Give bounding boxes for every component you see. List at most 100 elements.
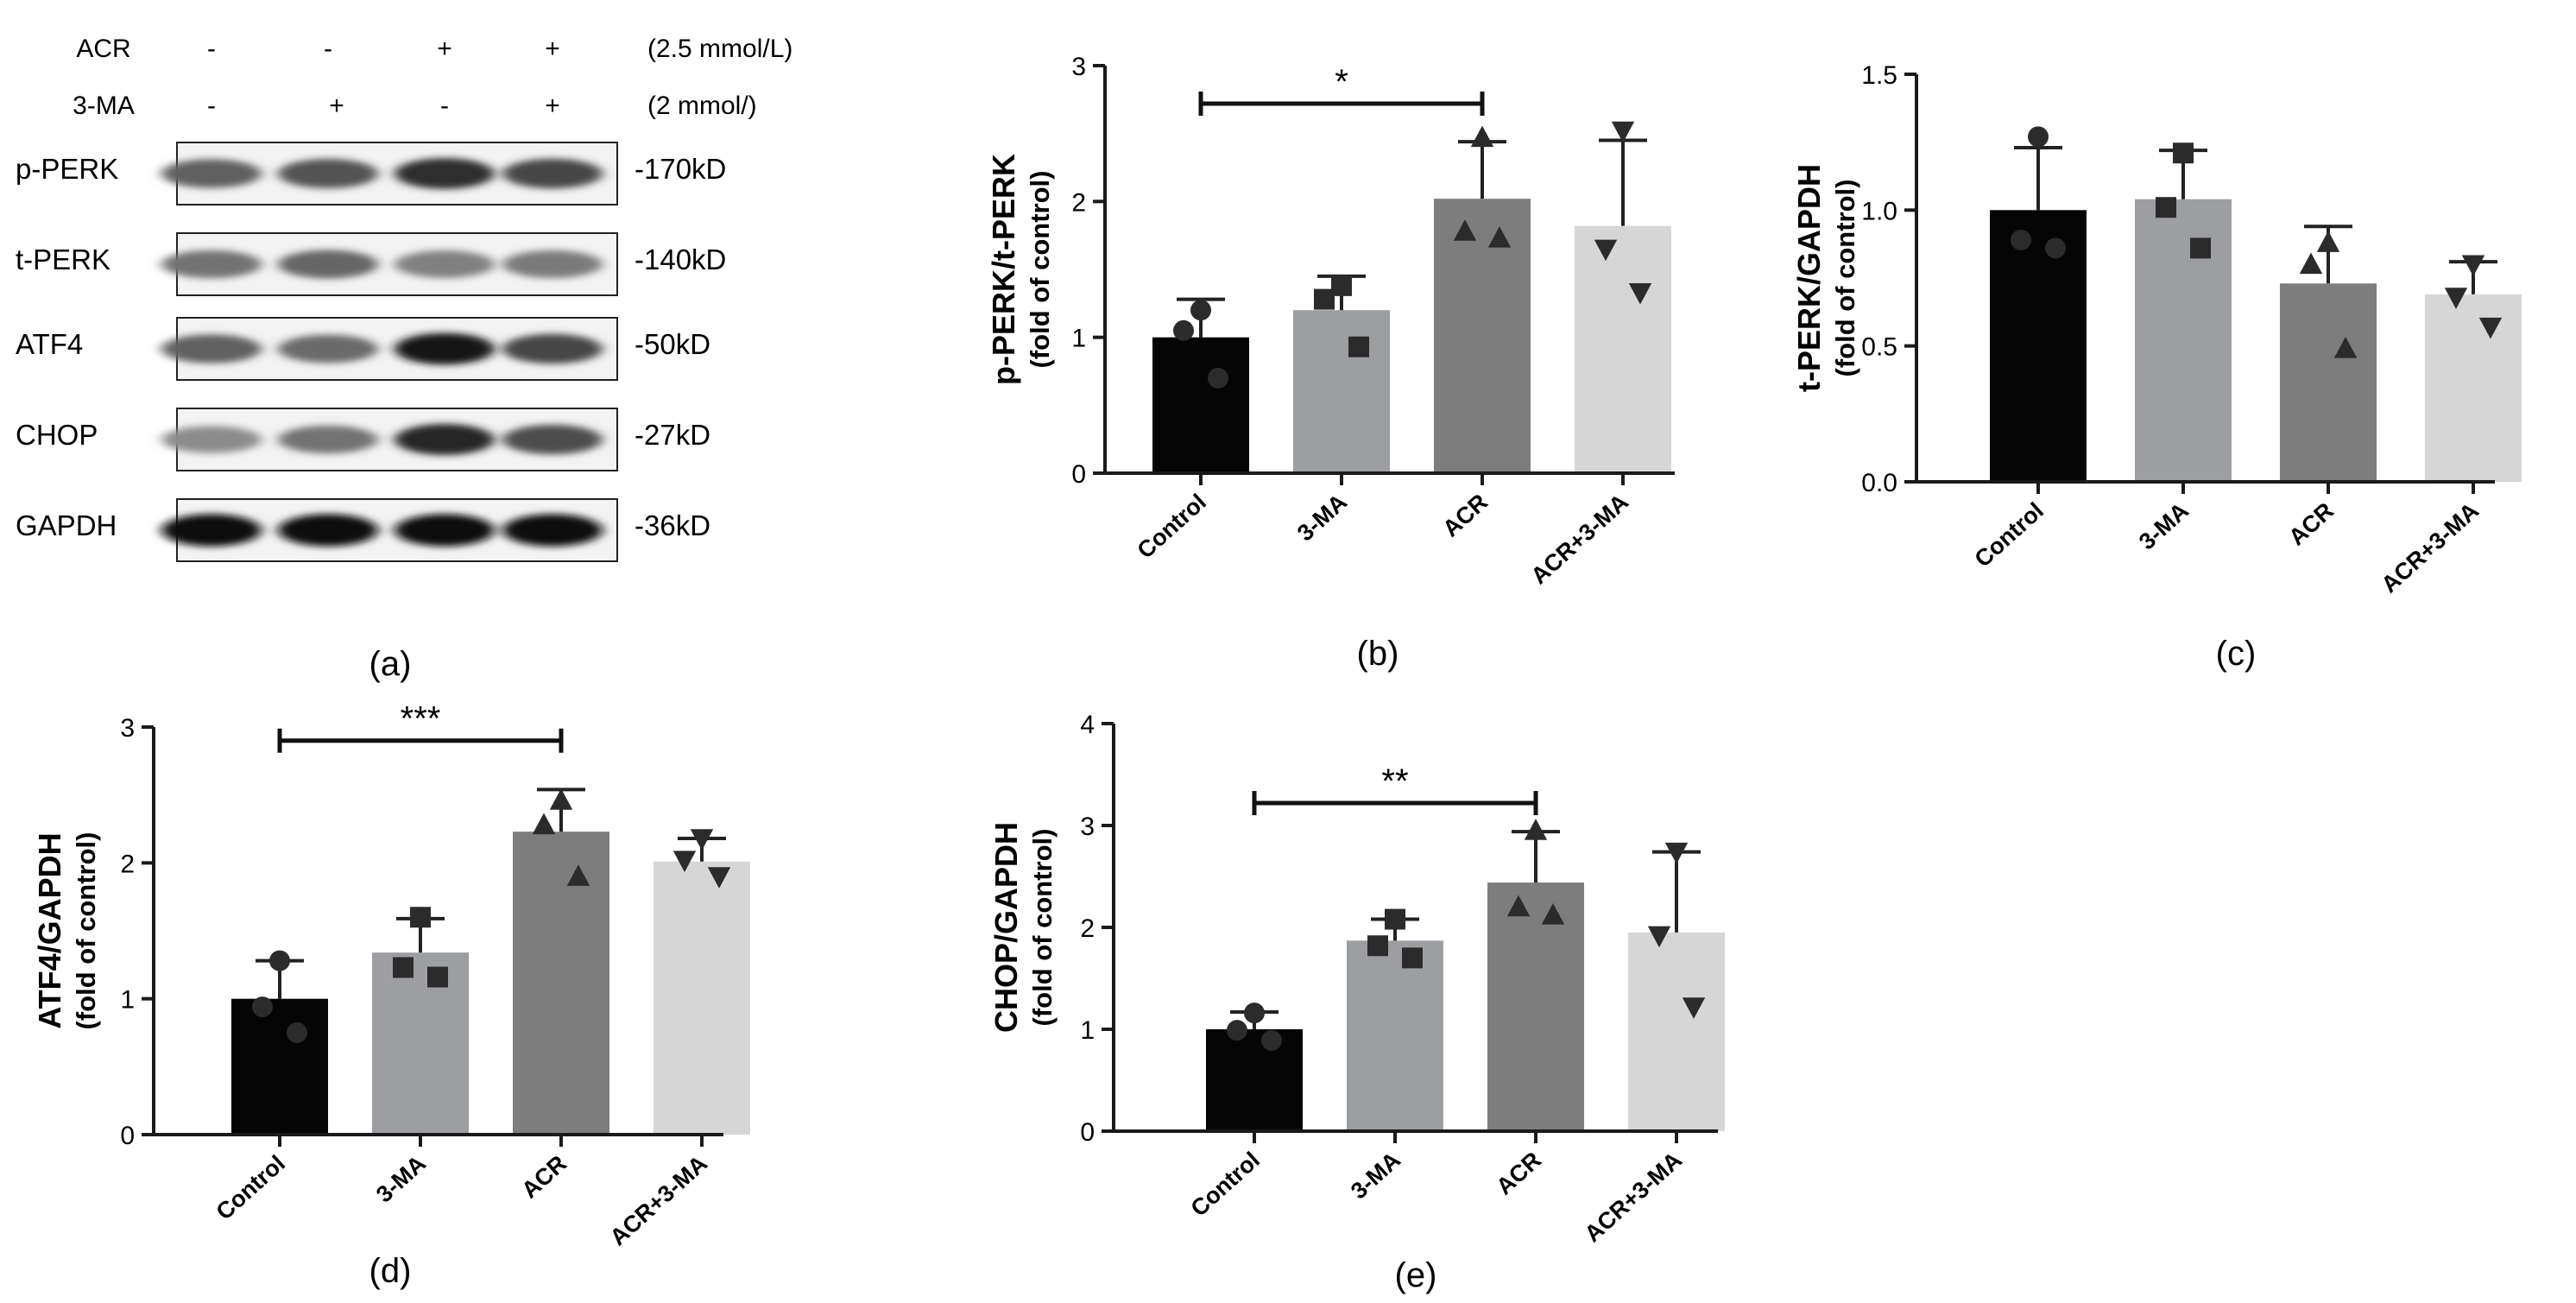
bar [1487, 882, 1584, 1131]
bar [231, 998, 328, 1135]
blot-protein-label: GAPDH [16, 509, 117, 541]
blot-band [502, 514, 603, 547]
bar [2135, 199, 2232, 482]
y-tick-label: 3 [120, 714, 135, 743]
y-tick-label: 3 [1080, 813, 1095, 841]
blot-band [502, 158, 603, 189]
data-point-circle [1244, 1003, 1265, 1024]
x-tick-label: 3-MA [1292, 489, 1352, 546]
y-tick-label: 1 [1071, 325, 1086, 353]
bar [1575, 225, 1671, 473]
panel-a-western-blot: ACR - - + + (2.5 mmol/L) 3-MA - + - + (2… [16, 35, 792, 683]
acr-sign-lane-4: + [545, 35, 560, 63]
blot-protein-label: p-PERK [16, 153, 118, 185]
data-point-triangle-up [549, 788, 573, 810]
significance-label: * [1335, 63, 1348, 101]
data-point-square [1385, 908, 1405, 930]
data-point-triangle-up [1453, 219, 1477, 241]
data-point-circle [1227, 1020, 1247, 1041]
data-point-triangle-down [690, 829, 714, 851]
bar [1293, 310, 1390, 473]
blot-band [395, 158, 495, 189]
data-point-circle [252, 996, 273, 1018]
data-point-triangle-down [1664, 842, 1689, 864]
significance-label: ** [1381, 762, 1408, 800]
data-point-square [1314, 288, 1335, 310]
blot-protein-label: ATF4 [16, 328, 83, 360]
panel-a-caption: (a) [369, 645, 412, 683]
acr-sign-lane-2: - [324, 35, 332, 63]
data-point-circle [1261, 1029, 1282, 1051]
bar [1206, 1029, 1303, 1131]
bar-group-3-ma [1293, 274, 1390, 473]
blot-band [278, 425, 378, 454]
treatment-label-acr: ACR [76, 35, 130, 63]
bar-group-acr-plus-3-ma [1575, 121, 1671, 473]
data-point-circle [287, 1022, 307, 1043]
data-point-triangle-up [2316, 231, 2340, 252]
bar-group-acr-plus-3-ma [2425, 255, 2522, 482]
data-point-triangle-up [2333, 337, 2358, 358]
data-point-square [2173, 142, 2194, 164]
bar-group-3-ma [372, 907, 469, 1135]
blot-band [278, 334, 378, 364]
bar [1152, 337, 1249, 473]
bar-group-acr [1434, 125, 1531, 474]
blot-row-chop: CHOP -27kD [16, 408, 710, 471]
data-point-triangle-down [1628, 282, 1652, 305]
y-tick-label: 2 [1080, 914, 1095, 943]
data-point-circle [2028, 126, 2049, 148]
blot-band [161, 250, 262, 279]
y-axis-subtitle: (fold of control) [71, 832, 101, 1030]
blot-band [502, 424, 603, 455]
data-point-triangle-down [1682, 997, 1706, 1019]
y-axis-title: t-PERK/GAPDH [1791, 164, 1827, 392]
3ma-sign-lane-2: + [329, 92, 344, 120]
blot-band [161, 426, 262, 453]
x-tick-label: 3-MA [1346, 1147, 1405, 1204]
bar [1628, 932, 1725, 1131]
data-point-square [427, 966, 448, 988]
data-point-triangle-down [672, 851, 697, 872]
panel-caption: (b) [1357, 635, 1399, 673]
blot-band [161, 514, 262, 547]
panel-caption: (d) [369, 1252, 412, 1290]
data-point-triangle-down [1611, 121, 1635, 143]
blot-row-atf4: ATF4 -50kD [16, 317, 710, 381]
bar [372, 952, 469, 1135]
data-point-square [410, 907, 431, 928]
blot-row-gapdh: GAPDH -36kD [16, 498, 710, 562]
bar-group-acr [2280, 225, 2377, 482]
data-point-triangle-up [1506, 895, 1531, 917]
blot-band [502, 333, 603, 364]
x-tick-label: 3-MA [371, 1150, 431, 1207]
x-tick-label: ACR+3-MA [2377, 497, 2484, 598]
bar-group-3-ma [2135, 142, 2232, 482]
y-tick-label: 0.0 [1861, 469, 1897, 497]
blot-row-p-perk: p-PERK -170kD [16, 142, 726, 206]
x-tick-label: ACR+3-MA [605, 1150, 712, 1250]
panel-caption: (e) [1395, 1256, 1437, 1294]
blot-band [395, 514, 495, 547]
data-point-square [1348, 336, 1369, 357]
data-point-triangle-down [2444, 288, 2468, 309]
data-point-square [1367, 935, 1388, 957]
x-tick-label: 3-MA [2134, 497, 2194, 554]
bar [2425, 294, 2522, 482]
data-point-triangle-up [1470, 125, 1494, 148]
blot-band-size: -170kD [635, 153, 726, 185]
bar-group-acr-plus-3-ma [653, 829, 750, 1135]
data-point-circle [1208, 367, 1228, 389]
y-axis-title: CHOP/GAPDH [988, 822, 1024, 1033]
blot-band [502, 250, 603, 279]
data-point-triangle-up [1524, 819, 1548, 840]
3ma-dose: (2 mmol/) [647, 92, 757, 120]
blot-band [161, 334, 262, 364]
blot-band [161, 159, 262, 188]
data-point-triangle-up [1487, 226, 1512, 248]
data-point-circle [269, 950, 290, 971]
panel-caption: (c) [2216, 635, 2257, 673]
bar-group-acr-plus-3-ma [1628, 842, 1725, 1131]
acr-sign-lane-1: - [207, 35, 216, 63]
